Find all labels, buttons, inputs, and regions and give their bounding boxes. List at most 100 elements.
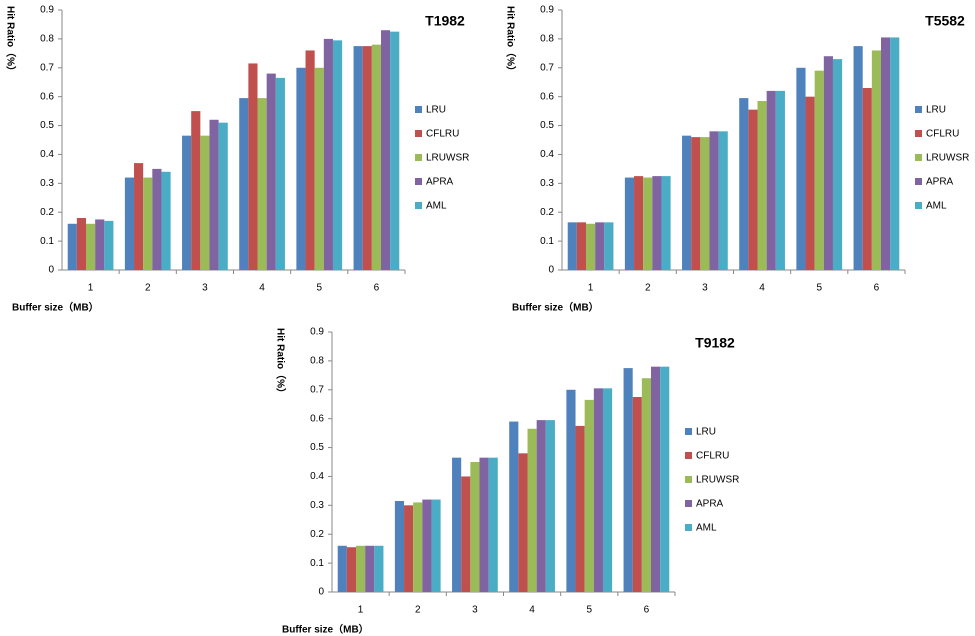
bar xyxy=(296,67,306,271)
bar xyxy=(652,176,662,270)
bar xyxy=(814,70,824,271)
legend-swatch xyxy=(415,202,422,209)
bar xyxy=(595,222,605,270)
legend-swatch xyxy=(915,130,922,137)
y-tick-label: 0.7 xyxy=(40,62,54,73)
x-tick-label: 6 xyxy=(374,283,380,294)
bar xyxy=(257,98,267,270)
bar xyxy=(823,56,833,270)
x-tick-label: 5 xyxy=(586,605,592,616)
legend-label: LRU xyxy=(696,427,716,438)
y-tick-label: 0.6 xyxy=(540,91,554,102)
y-tick-label: 0.1 xyxy=(310,558,324,569)
bar xyxy=(200,135,210,270)
y-tick-label: 0.2 xyxy=(40,207,54,218)
legend-label: LRUWSR xyxy=(926,153,969,164)
x-tick-label: 3 xyxy=(202,283,208,294)
y-tick-label: 0.2 xyxy=(540,207,554,218)
legend-label: LRUWSR xyxy=(426,153,469,164)
chart: T9182 Hit Ratio（%） Buffer size（MB） 0 0.1 0.2 0… xyxy=(274,327,739,636)
y-tick-label: 0.3 xyxy=(540,178,554,189)
y-tick-label: 0.8 xyxy=(540,34,554,45)
y-tick-label: 0.5 xyxy=(40,120,54,131)
bar xyxy=(871,50,881,270)
bar xyxy=(661,176,671,270)
bar xyxy=(488,457,498,592)
y-tick-label: 0.5 xyxy=(310,442,324,453)
bar xyxy=(536,420,546,592)
bar xyxy=(314,67,324,271)
legend-label: CFLRU xyxy=(696,451,729,462)
bar xyxy=(624,177,635,270)
x-axis-label: Buffer size（MB） xyxy=(282,623,369,636)
y-axis-label: Hit Ratio（%） xyxy=(4,6,17,76)
x-tick-label: 5 xyxy=(316,283,322,294)
bar xyxy=(404,505,414,592)
bar xyxy=(718,131,728,270)
bar xyxy=(479,457,489,592)
bar xyxy=(182,135,192,270)
bar xyxy=(623,368,633,592)
y-tick-label: 0.9 xyxy=(540,5,554,16)
bar xyxy=(124,177,135,270)
bar xyxy=(95,219,105,270)
bar xyxy=(593,388,603,592)
legend-swatch xyxy=(415,130,422,137)
bar xyxy=(632,397,642,592)
bar xyxy=(890,37,900,270)
bar xyxy=(567,222,577,270)
chart-title: T5582 xyxy=(925,13,965,29)
bar xyxy=(248,63,258,270)
bar xyxy=(604,222,614,270)
legend-label: CFLRU xyxy=(426,129,459,140)
legend-label: AML xyxy=(426,201,447,212)
y-tick-label: 0.9 xyxy=(40,5,54,16)
bar xyxy=(86,223,96,270)
bar xyxy=(422,499,432,592)
chart: T5582 Hit Ratio（%） Buffer size（MB） 0 0.1 0.2 0… xyxy=(504,5,969,314)
y-tick-label: 0.4 xyxy=(40,149,54,160)
x-tick-label: 4 xyxy=(759,283,765,294)
bar xyxy=(356,545,366,592)
x-tick-label: 4 xyxy=(259,283,265,294)
legend-label: AML xyxy=(926,201,947,212)
legend-label: LRU xyxy=(426,105,446,116)
legend-swatch xyxy=(915,202,922,209)
bar xyxy=(650,366,661,592)
y-tick-label: 0.4 xyxy=(310,471,324,482)
legend-swatch xyxy=(915,154,922,161)
y-axis-label: Hit Ratio（%） xyxy=(504,6,517,76)
bar xyxy=(805,96,815,271)
bar xyxy=(461,476,471,592)
bar xyxy=(332,40,343,271)
bar xyxy=(431,499,441,592)
bar xyxy=(362,46,372,270)
bar xyxy=(104,220,114,270)
bar xyxy=(371,44,381,270)
bar xyxy=(209,119,219,271)
bar xyxy=(880,37,891,270)
bar xyxy=(602,388,613,592)
bar xyxy=(161,171,171,270)
bar xyxy=(452,457,462,592)
bar xyxy=(832,59,843,270)
bar xyxy=(266,73,276,270)
bar xyxy=(323,38,333,271)
x-tick-label: 2 xyxy=(415,605,421,616)
bar xyxy=(191,111,201,270)
legend-label: AML xyxy=(696,523,717,534)
bar xyxy=(853,46,863,270)
legend-label: APRA xyxy=(426,177,454,188)
bar xyxy=(518,453,528,592)
y-tick-label: 0.9 xyxy=(310,327,324,338)
bar xyxy=(575,425,585,592)
x-tick-label: 6 xyxy=(644,605,650,616)
y-tick-label: 0.1 xyxy=(40,236,54,247)
legend-label: LRU xyxy=(926,105,946,116)
legend-swatch xyxy=(685,428,692,435)
bar xyxy=(748,109,758,271)
bar xyxy=(218,122,228,271)
bar xyxy=(374,545,384,592)
legend-swatch xyxy=(415,154,422,161)
y-tick-label: 0.7 xyxy=(540,62,554,73)
